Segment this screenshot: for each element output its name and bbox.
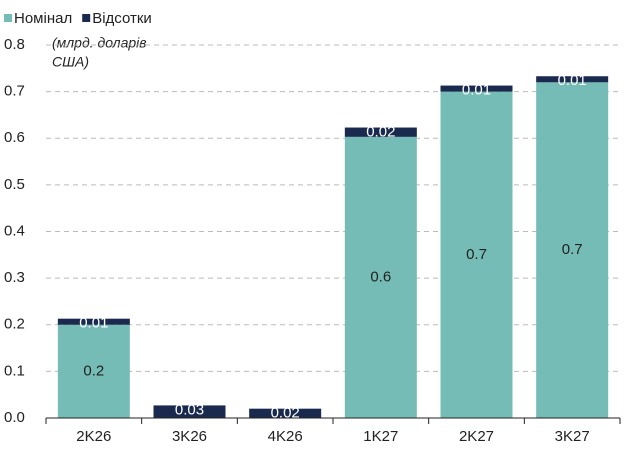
bar-segment — [536, 76, 609, 83]
x-tick-label: 3K26 — [172, 428, 207, 445]
x-tick-label: 2K26 — [76, 428, 111, 445]
y-tick-label: 0.4 — [4, 222, 25, 239]
y-tick-label: 0.6 — [4, 129, 25, 146]
axis-note: США) — [52, 54, 89, 70]
data-label: 0.7 — [562, 241, 583, 258]
y-tick-label: 0.1 — [4, 362, 25, 379]
bar-segment — [57, 324, 130, 418]
data-label: 0.01 — [462, 82, 491, 99]
bar-segment — [249, 408, 322, 418]
bar-segment — [536, 82, 609, 419]
y-tick-label: 0.3 — [4, 269, 25, 286]
bar-segment — [153, 405, 226, 418]
legend-swatch — [4, 14, 12, 22]
legend-label: Відсотки — [92, 10, 152, 27]
bar-segment — [344, 136, 417, 418]
x-tick-label: 4K26 — [268, 428, 303, 445]
bar-segment — [344, 127, 417, 137]
x-tick-label: 3K27 — [555, 428, 590, 445]
y-tick-label: 0.7 — [4, 83, 25, 100]
bar-segment — [440, 91, 513, 418]
y-tick-label: 0.8 — [4, 36, 25, 53]
data-label: 0.01 — [558, 72, 587, 89]
data-label: 0.02 — [271, 405, 300, 422]
data-label: 0.01 — [79, 315, 108, 332]
bar-segment — [440, 85, 513, 92]
x-tick-label: 1K27 — [363, 428, 398, 445]
y-tick-label: 0.2 — [4, 316, 25, 333]
bar-segment — [57, 318, 130, 325]
data-label: 0.2 — [83, 362, 104, 379]
legend-swatch — [82, 14, 91, 22]
y-tick-label: 0.0 — [4, 409, 25, 426]
x-tick-label: 2K27 — [459, 428, 494, 445]
data-label: 0.03 — [175, 401, 204, 418]
data-label: 0.02 — [366, 123, 395, 140]
data-label: 0.6 — [370, 268, 391, 285]
y-tick-label: 0.5 — [4, 176, 25, 193]
axis-note: (млрд. доларів — [52, 35, 147, 51]
data-label: 0.7 — [466, 246, 487, 263]
legend-label: Номінал — [14, 10, 72, 27]
